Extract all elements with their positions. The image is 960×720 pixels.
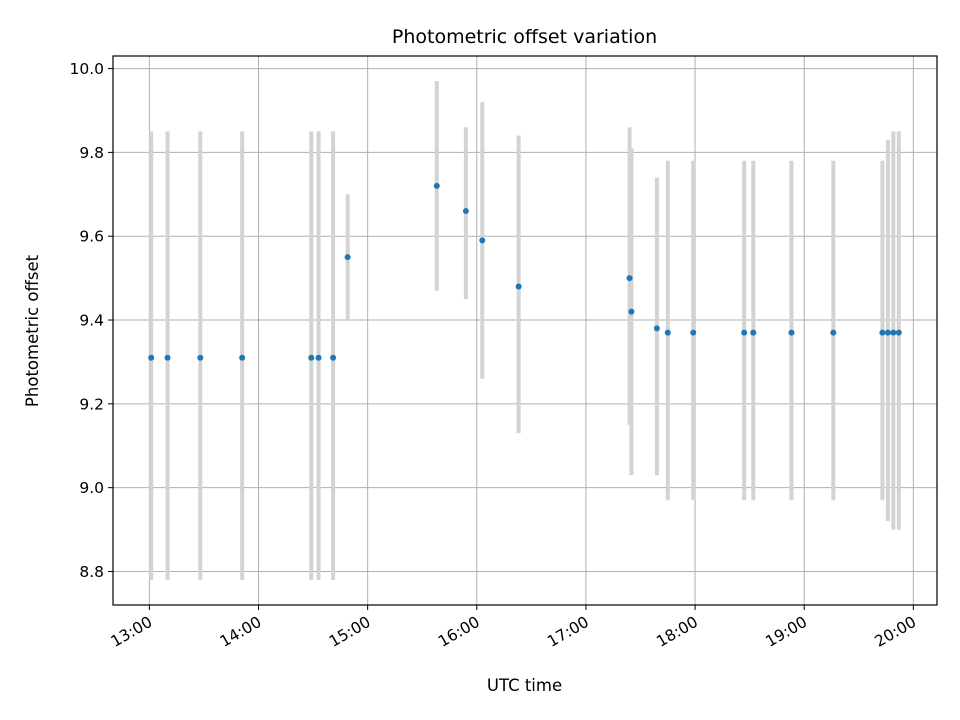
y-axis-label: Photometric offset [23, 254, 42, 407]
data-point [653, 325, 660, 332]
data-point [741, 329, 748, 336]
y-tick-label: 9.2 [79, 395, 104, 413]
data-point [462, 208, 469, 215]
data-point [895, 329, 902, 336]
data-point [239, 354, 246, 361]
chart-title: Photometric offset variation [392, 26, 657, 48]
data-point [626, 275, 633, 282]
y-tick-label: 9.8 [79, 144, 104, 162]
data-point [664, 329, 671, 336]
y-tick-label: 9.4 [79, 312, 104, 330]
x-axis-label: UTC time [487, 676, 562, 695]
y-tick-label: 9.0 [79, 479, 104, 497]
data-point [690, 329, 697, 336]
data-point [628, 308, 635, 315]
data-point [750, 329, 757, 336]
data-points [148, 182, 902, 361]
data-point [164, 354, 171, 361]
plot-frame [112, 55, 938, 606]
data-point [197, 354, 204, 361]
data-point [330, 354, 337, 361]
data-point [315, 354, 322, 361]
data-point [788, 329, 795, 336]
data-point [344, 254, 351, 261]
data-point [148, 354, 155, 361]
y-axis: 8.8 9.0 9.2 9.4 9.6 9.8 10.0 [69, 60, 113, 581]
data-point [479, 237, 486, 244]
y-tick-label: 10.0 [69, 60, 104, 78]
data-point [884, 329, 891, 336]
data-point [879, 329, 886, 336]
data-point [308, 354, 315, 361]
data-point [515, 283, 522, 290]
data-point [433, 182, 440, 189]
y-tick-label: 8.8 [79, 563, 104, 581]
y-tick-label: 9.6 [79, 228, 104, 246]
data-point [830, 329, 837, 336]
data-point [890, 329, 897, 336]
